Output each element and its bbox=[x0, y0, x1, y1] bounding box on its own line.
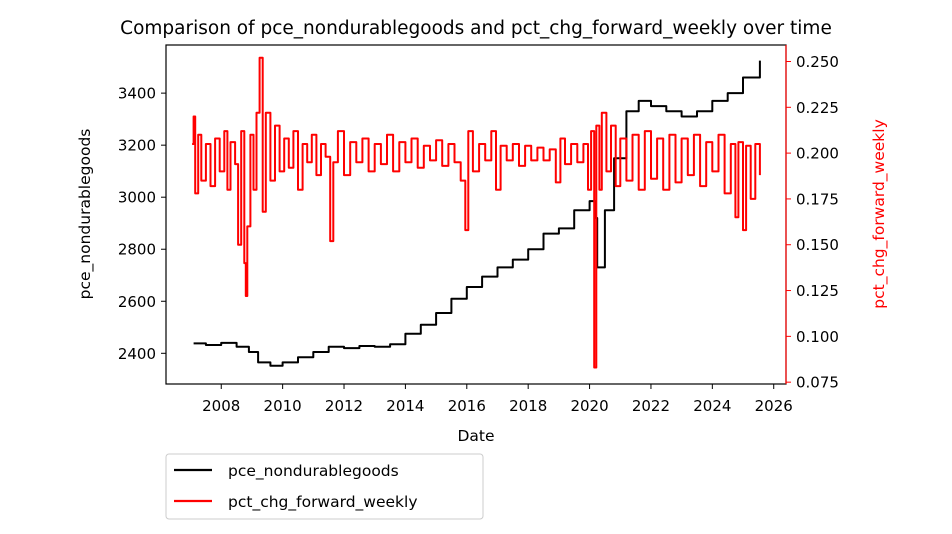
series-layer bbox=[192, 56, 761, 369]
right-y-tick-label: 0.225 bbox=[796, 99, 839, 117]
legend-label-pce: pce_nondurablegoods bbox=[228, 462, 399, 481]
x-tick-label: 2008 bbox=[202, 397, 240, 415]
right-y-tick-label: 0.200 bbox=[796, 145, 839, 163]
x-tick-label: 2026 bbox=[755, 397, 793, 415]
x-axis: 2008 2010 2012 2014 2016 2018 2020 2022 2024 2026 bbox=[202, 384, 793, 415]
x-tick-label: 2020 bbox=[570, 397, 608, 415]
right-y-axis: 0.075 0.100 0.125 0.150 0.175 0.200 0.225 0.250 bbox=[786, 53, 839, 392]
right-y-tick-label: 0.150 bbox=[796, 236, 839, 254]
left-y-tick-label: 3400 bbox=[118, 85, 156, 103]
chart-title: Comparison of pce_nondurablegoods and pc… bbox=[120, 18, 832, 39]
right-y-tick-label: 0.175 bbox=[796, 190, 839, 208]
right-y-tick-label: 0.075 bbox=[796, 374, 839, 392]
x-axis-title: Date bbox=[457, 427, 494, 445]
series-line-pce-nondurablegoods bbox=[193, 60, 761, 367]
left-y-tick-label: 3200 bbox=[118, 137, 156, 155]
left-axis-title: pce_nondurablegoods bbox=[76, 129, 95, 300]
legend-label-pct: pct_chg_forward_weekly bbox=[228, 493, 418, 512]
legend: pce_nondurablegoods pct_chg_forward_week… bbox=[165, 453, 484, 520]
left-y-axis: 2400 2600 2800 3000 3200 3400 bbox=[118, 85, 166, 363]
left-y-tick-label: 2600 bbox=[118, 293, 156, 311]
right-y-tick-label: 0.100 bbox=[796, 328, 839, 346]
x-tick-label: 2010 bbox=[264, 397, 302, 415]
x-tick-label: 2022 bbox=[632, 397, 670, 415]
left-y-tick-label: 2400 bbox=[118, 345, 156, 363]
right-y-tick-label: 0.250 bbox=[796, 53, 839, 71]
series-line-pct-chg-forward-weekly bbox=[192, 56, 761, 369]
x-tick-label: 2014 bbox=[386, 397, 424, 415]
x-tick-label: 2016 bbox=[448, 397, 486, 415]
x-tick-label: 2024 bbox=[693, 397, 731, 415]
left-y-tick-label: 3000 bbox=[118, 189, 156, 207]
legend-box bbox=[165, 453, 484, 520]
x-tick-label: 2012 bbox=[325, 397, 363, 415]
x-tick-label: 2018 bbox=[509, 397, 547, 415]
right-axis-title: pct_chg_forward_weekly bbox=[870, 119, 889, 309]
right-y-tick-label: 0.125 bbox=[796, 282, 839, 300]
left-y-tick-label: 2800 bbox=[118, 241, 156, 259]
